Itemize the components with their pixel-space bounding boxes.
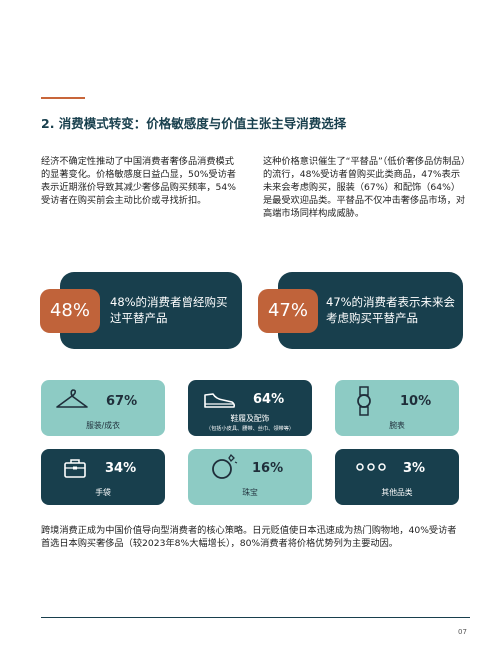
stat-badge: 48% <box>40 289 100 333</box>
category-card-watches: 10% 腕表 <box>335 380 459 436</box>
stat-text: 48%的消费者曾经购买过平替产品 <box>110 295 228 325</box>
watch-icon <box>357 386 371 416</box>
cross-border-paragraph: 跨境消费正成为中国价值导向型消费者的核心策略。日元贬值使日本迅速成为热门购物地，… <box>41 525 457 549</box>
category-card-handbags: 34% 手袋 <box>41 449 165 505</box>
handbag-icon <box>64 459 86 478</box>
page-number: 07 <box>458 628 467 636</box>
category-label: 珠宝 <box>242 488 258 497</box>
category-label: 手袋 <box>95 488 111 497</box>
footer-divider <box>41 617 470 618</box>
category-label: 鞋履及配饰 <box>230 414 270 423</box>
category-percent: 34% <box>105 461 137 476</box>
category-label: 其他品类 <box>381 488 413 497</box>
accent-line <box>41 97 85 99</box>
category-percent: 10% <box>400 394 432 409</box>
category-card-shoes: 64% 鞋履及配饰 （包括小皮具、腰带、丝巾、领带等） <box>188 380 312 436</box>
category-card-clothing: 67% 服装/成衣 <box>41 380 165 436</box>
category-label: 腕表 <box>389 421 405 430</box>
intro-paragraph-left: 经济不确定性推动了中国消费者奢侈品消费模式的显著变化。价格敏感度日益凸显，50%… <box>41 156 236 206</box>
category-percent: 16% <box>252 461 284 476</box>
hanger-icon <box>56 389 88 408</box>
intro-paragraph-right: 这种价格意识催生了“平替品”（低价奢侈品仿制品）的流行，48%受访者曾购买此类商… <box>263 156 466 219</box>
category-sublabel: （包括小皮具、腰带、丝巾、领带等） <box>205 426 295 432</box>
category-percent: 64% <box>253 392 285 407</box>
stat-text: 47%的消费者表示未来会考虑购买平替产品 <box>326 295 456 325</box>
category-card-jewelry: 16% 珠宝 <box>188 449 312 505</box>
category-label: 服装/成衣 <box>86 421 120 430</box>
more-dots-icon <box>356 463 386 471</box>
category-percent: 67% <box>106 394 138 409</box>
section-title: 2. 消费模式转变：价格敏感度与价值主张主导消费选择 <box>41 116 347 131</box>
shoe-icon <box>204 393 236 408</box>
ring-icon <box>212 453 238 479</box>
stat-badge: 47% <box>258 289 318 333</box>
stat-card-will-purchase: 47%的消费者表示未来会考虑购买平替产品 <box>278 272 463 349</box>
category-percent: 3% <box>403 461 426 476</box>
category-card-others: 3% 其他品类 <box>335 449 459 505</box>
